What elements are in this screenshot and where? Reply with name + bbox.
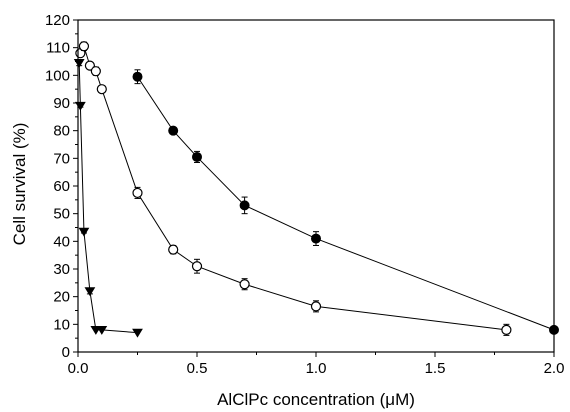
data-point <box>239 279 250 290</box>
x-tick-label: 1.0 <box>306 360 327 377</box>
data-point <box>168 244 179 255</box>
y-tick-label: 100 <box>45 67 70 84</box>
series-3 <box>73 59 143 338</box>
data-point <box>74 101 86 111</box>
data-point <box>132 328 143 338</box>
data-point <box>84 287 96 297</box>
y-tick-label: 60 <box>53 178 70 195</box>
y-tick-label: 40 <box>53 233 70 250</box>
y-tick-label: 10 <box>53 316 70 333</box>
data-point <box>78 41 90 52</box>
data-point <box>78 227 90 237</box>
data-point <box>191 261 203 272</box>
data-point <box>310 301 322 312</box>
data-point <box>132 71 143 82</box>
series-line <box>137 76 555 331</box>
x-tick-label: 0.0 <box>68 360 89 377</box>
series-1 <box>132 69 559 335</box>
x-tick-label: 2.0 <box>544 360 565 377</box>
y-tick-label: 30 <box>53 261 70 278</box>
y-axis-title: Cell survival (%) <box>10 123 29 246</box>
data-point <box>132 187 143 199</box>
data-point <box>239 200 250 211</box>
data-point <box>501 324 512 335</box>
series-2 <box>75 41 512 336</box>
x-tick-label: 0.5 <box>187 360 208 377</box>
data-point <box>96 325 108 335</box>
data-point <box>311 233 321 244</box>
data-point <box>90 66 101 77</box>
y-tick-label: 120 <box>45 12 70 29</box>
x-axis-title: AlClPc concentration (μM) <box>217 390 415 409</box>
plot-area <box>73 41 559 338</box>
y-tick-label: 50 <box>53 206 70 223</box>
data-point <box>192 151 202 162</box>
y-tick-label: 80 <box>53 123 70 140</box>
y-tick-label: 110 <box>46 40 70 57</box>
y-tick-label: 0 <box>62 344 70 361</box>
y-tick-label: 20 <box>53 289 70 306</box>
y-tick-label: 90 <box>53 95 70 112</box>
axes: 0 10 20 30 40 50 60 70 80 90 100 110 120 0.0 0.5 1.0 1.5… <box>45 12 564 377</box>
data-point <box>73 59 85 68</box>
data-point <box>168 125 179 136</box>
y-tick-label: 70 <box>53 150 70 167</box>
x-tick-label: 1.5 <box>425 360 446 377</box>
data-point <box>96 84 107 95</box>
